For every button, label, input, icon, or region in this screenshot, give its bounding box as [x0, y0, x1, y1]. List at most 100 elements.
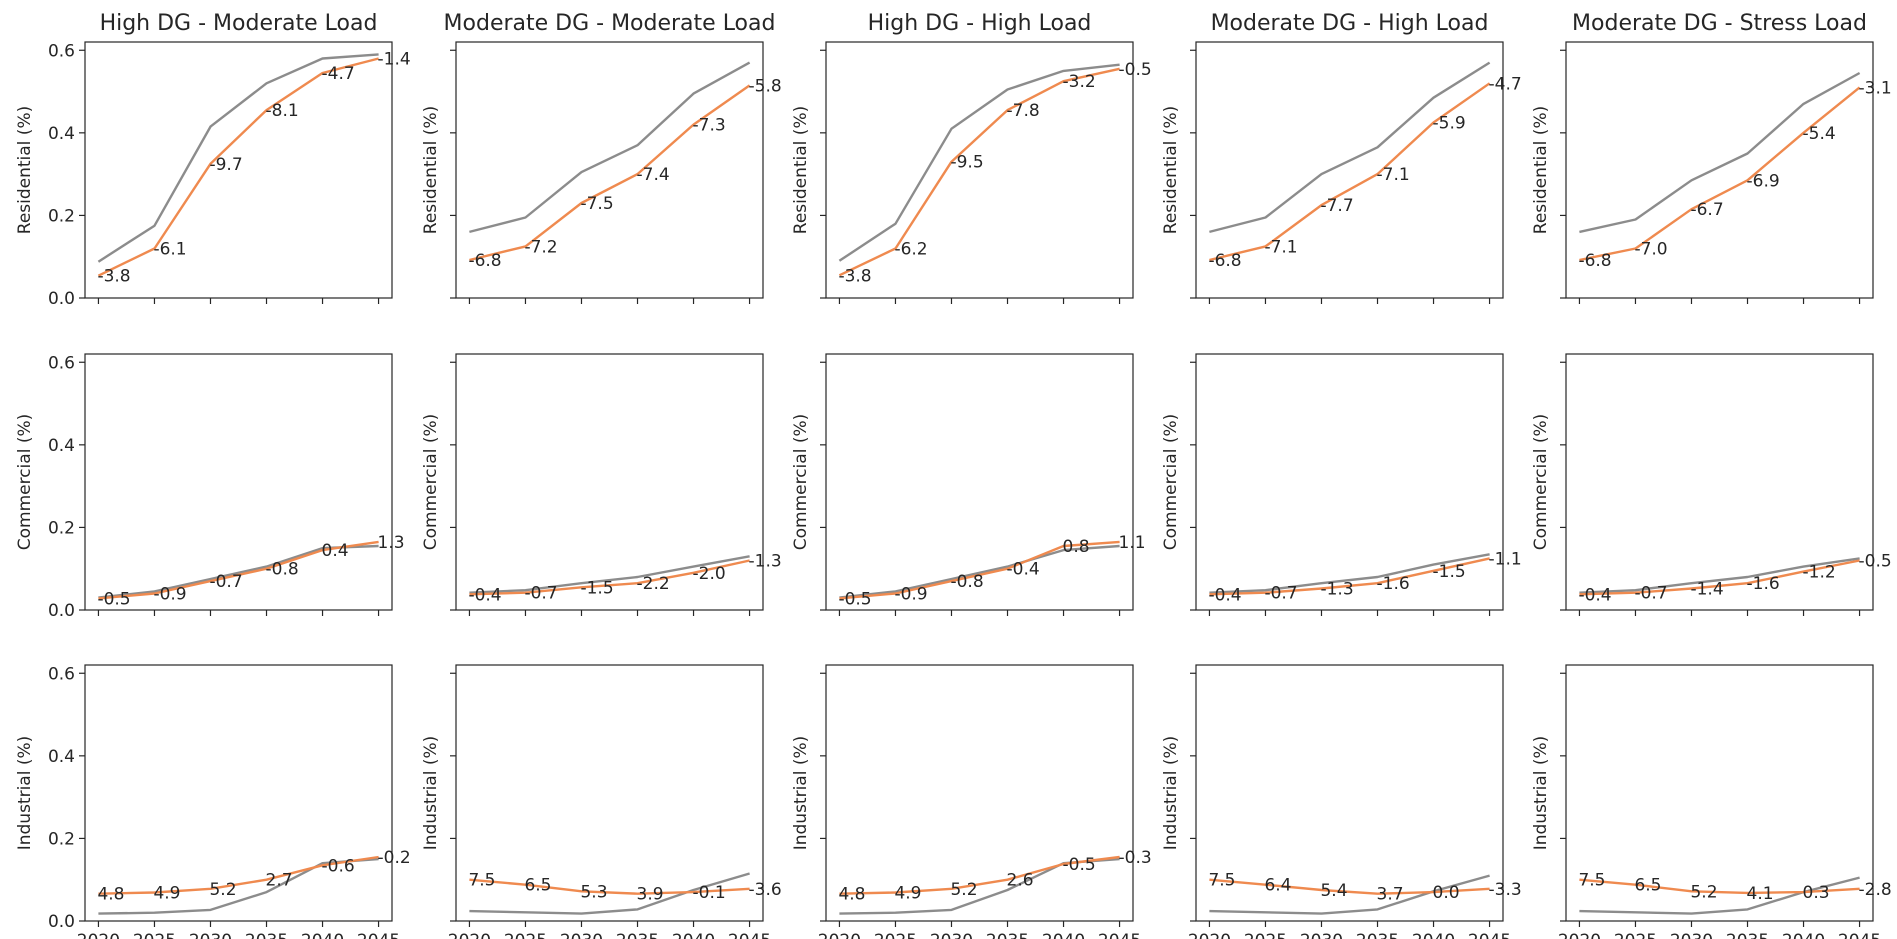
- axes-frame: [455, 41, 764, 299]
- y-tick-label: 0.4: [48, 124, 75, 144]
- y-axis-label: Commercial (%): [15, 414, 35, 551]
- subplot-r0-c1: Moderate DG - Moderate Load Residential (…: [421, 11, 782, 304]
- x-tick-label: 2035: [616, 931, 659, 939]
- data-label: -0.3: [1119, 848, 1152, 868]
- axes-frame: [1565, 41, 1874, 299]
- data-label: 0.0: [1433, 883, 1460, 903]
- y-axis-label: Industrial (%): [791, 736, 811, 851]
- axes-frame: [455, 353, 764, 611]
- y-axis-label: Commercial (%): [1161, 414, 1181, 551]
- series-line-2: [97, 57, 379, 277]
- data-label: -0.6: [322, 856, 355, 876]
- x-tick-label: 2025: [133, 931, 176, 939]
- x-tick-label: 2035: [245, 931, 288, 939]
- data-label: -0.8: [950, 572, 983, 592]
- series-line-1: [1579, 71, 1861, 234]
- data-label: -7.1: [1264, 237, 1297, 257]
- data-label: 6.5: [1634, 876, 1661, 896]
- y-axis-label: Industrial (%): [15, 736, 35, 851]
- series-line-1: [469, 555, 750, 594]
- y-tick-label: 0.0: [48, 601, 75, 621]
- subplot-title: High DG - Moderate Load: [100, 11, 378, 36]
- data-label: 5.2: [209, 880, 236, 900]
- data-label: -0.2: [378, 848, 411, 868]
- x-tick-label: 2025: [1614, 931, 1657, 939]
- data-label: -7.5: [580, 194, 613, 214]
- series-line-1: [1209, 61, 1491, 234]
- data-label: -7.0: [1634, 239, 1667, 259]
- data-label: -0.1: [693, 883, 726, 903]
- data-label: -2.2: [637, 574, 670, 594]
- y-tick-label: 0.6: [48, 353, 75, 373]
- x-tick-label: 2040: [672, 931, 715, 939]
- x-tick-label: 2030: [930, 931, 973, 939]
- subplot-r0-c4: Moderate DG - Stress Load Residential (%)…: [1531, 11, 1892, 304]
- subplot-r1-c3: Commercial (%) -0.4 -0.7 -1.3 -1.6 -1.5 -1.1: [1161, 353, 1522, 616]
- series-line-1: [839, 544, 1120, 599]
- series-line-2: [469, 84, 751, 262]
- x-tick-label: 2045: [1098, 931, 1141, 939]
- data-label: 2.6: [1007, 871, 1034, 891]
- data-label: -6.8: [468, 251, 501, 271]
- subplot-r2-c0: 0.0 0.2 0.4 0.6 2020 2025 2030 2035 2040 2045 Indu…: [15, 664, 411, 939]
- subplot-r1-c1: Commercial (%) -0.4 -0.7 -1.5 -2.2 -2.0 -1.3: [421, 353, 782, 616]
- series-line-2: [839, 540, 1120, 600]
- data-label: -0.8: [266, 560, 299, 580]
- x-tick-label: 2040: [1412, 931, 1455, 939]
- data-label: -0.5: [1119, 60, 1152, 80]
- subplot-r1-c4: Commercial (%) -0.4 -0.7 -1.4 -1.6 -1.2 -0.5: [1531, 353, 1892, 616]
- series-line-2: [98, 855, 379, 895]
- subplot-title: Moderate DG - High Load: [1211, 11, 1489, 36]
- data-label: -5.8: [749, 76, 782, 96]
- data-label: -7.7: [1320, 196, 1353, 216]
- data-label: -4.7: [322, 64, 355, 84]
- data-label: 6.4: [1264, 876, 1291, 896]
- axes-frame: [825, 41, 1134, 299]
- y-axis-label: Industrial (%): [421, 736, 441, 851]
- data-label: -0.7: [209, 572, 242, 592]
- axes-frame: [84, 41, 393, 299]
- series-line-2: [1579, 559, 1860, 596]
- y-axis-label: Industrial (%): [1161, 736, 1181, 851]
- y-tick-label: 0.0: [48, 912, 75, 932]
- axes-frame: [1195, 41, 1504, 299]
- data-label: -1.6: [1747, 574, 1780, 594]
- series-line-2: [469, 559, 750, 596]
- series-line-2: [98, 540, 379, 600]
- series-line-2: [469, 878, 750, 895]
- x-tick-label: 2045: [1468, 931, 1511, 939]
- series-line-2: [1579, 878, 1860, 895]
- subplot-title: High DG - High Load: [868, 11, 1092, 36]
- axes-frame: [825, 664, 1134, 922]
- data-label: 0.8: [1063, 537, 1090, 557]
- data-label: -0.4: [1007, 560, 1040, 580]
- data-label: 5.3: [580, 882, 607, 902]
- data-label: -3.3: [1489, 880, 1522, 900]
- data-label: -9.5: [950, 153, 983, 173]
- y-tick-label: 0.2: [48, 518, 75, 538]
- data-label: -1.2: [1803, 563, 1836, 583]
- data-label: 4.9: [153, 884, 180, 904]
- axes-frame: [825, 353, 1134, 611]
- data-label: 0.3: [1803, 883, 1830, 903]
- data-label: -1.5: [580, 578, 613, 598]
- y-tick-label: 0.4: [48, 747, 75, 767]
- data-label: -7.1: [1377, 165, 1410, 185]
- data-label: -0.7: [1264, 584, 1297, 604]
- x-tick-label: 2020: [1188, 931, 1231, 939]
- data-label: -0.9: [153, 584, 186, 604]
- data-label: -0.7: [1634, 584, 1667, 604]
- series-line-2: [839, 855, 1120, 895]
- y-tick-label: 0.4: [48, 436, 75, 456]
- data-label: -1.4: [378, 50, 411, 70]
- series-line-1: [1579, 557, 1860, 594]
- data-label: 2.7: [266, 871, 293, 891]
- subplot-r0-c2: High DG - High Load Residential (%) -3.8 -6…: [791, 11, 1152, 304]
- x-tick-label: 2020: [1558, 931, 1601, 939]
- series-line-2: [1209, 82, 1491, 262]
- x-tick-label: 2035: [1356, 931, 1399, 939]
- data-label: -3.2: [1063, 72, 1096, 92]
- data-label: -0.7: [524, 584, 557, 604]
- x-tick-label: 2035: [986, 931, 1029, 939]
- data-label: -6.8: [1208, 251, 1241, 271]
